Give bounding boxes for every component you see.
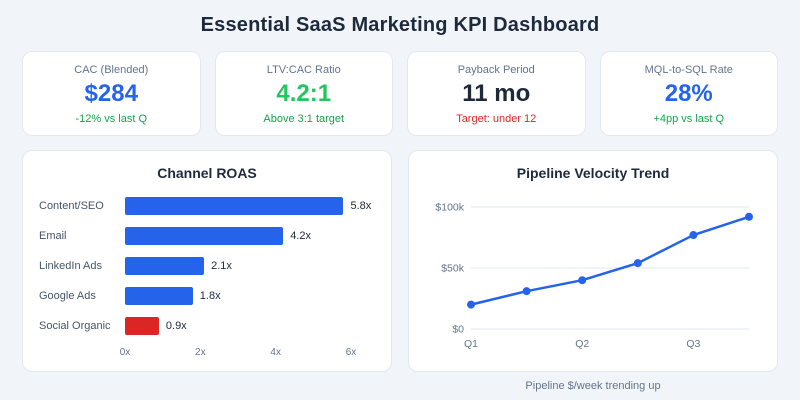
- x-tick: 4x: [270, 347, 281, 359]
- x-tick: 6x: [345, 347, 357, 359]
- pipeline-caption: Pipeline $/week trending up: [525, 380, 661, 393]
- bar-label: Email: [39, 230, 67, 243]
- svg-text:$0: $0: [452, 324, 464, 336]
- roas-bar: [125, 227, 284, 246]
- kpi-card-payback: Payback Period 11 mo Target: under 12: [407, 51, 586, 137]
- kpi-value: 28%: [664, 80, 713, 107]
- pipeline-section: Pipeline Velocity Trend $0 $50k $100k Q1 Q2 Q…: [408, 150, 778, 392]
- charts-row: Channel ROAS Content/SEO 5.8x Email 4.2x: [22, 150, 778, 392]
- kpi-card-cac: CAC (Blended) $284 -12% vs last Q: [22, 51, 201, 137]
- pipeline-chart-title: Pipeline Velocity Trend: [516, 165, 670, 182]
- bar-zone: 5.8x: [125, 197, 371, 216]
- svg-text:$50k: $50k: [441, 263, 465, 275]
- bar-label: Google Ads: [39, 290, 96, 303]
- kpi-label: MQL-to-SQL Rate: [644, 64, 733, 76]
- roas-bar: [125, 287, 193, 306]
- bar-row: Email 4.2x: [39, 223, 375, 249]
- kpi-card-ltv-cac: LTV:CAC Ratio 4.2:1 Above 3:1 target: [214, 51, 393, 137]
- kpi-label: LTV:CAC Ratio: [266, 64, 341, 76]
- pipeline-chart-svg: $0 $50k $100k Q1 Q2 Q3: [435, 202, 753, 350]
- roas-bar-value: 4.2x: [290, 230, 311, 243]
- roas-bar-value: 5.8x: [350, 200, 372, 213]
- roas-chart-title: Channel ROAS: [157, 165, 257, 182]
- roas-bar: [125, 257, 205, 276]
- roas-bar: [125, 197, 344, 216]
- roas-section: Channel ROAS Content/SEO 5.8x Email 4.2x: [22, 150, 392, 373]
- bar-label: Social Organic: [39, 320, 111, 333]
- svg-text:Q2: Q2: [575, 338, 589, 350]
- kpi-row: CAC (Blended) $284 -12% vs last Q LTV:CA…: [22, 51, 778, 137]
- roas-bar-value: 0.9x: [165, 320, 187, 333]
- svg-text:Q3: Q3: [686, 338, 700, 350]
- roas-bar-value: 2.1x: [211, 260, 232, 273]
- kpi-delta: +4pp vs last Q: [653, 113, 725, 126]
- roas-bar-value: 1.8x: [199, 290, 221, 303]
- kpi-value: $284: [84, 80, 138, 107]
- svg-text:$100k: $100k: [435, 202, 464, 214]
- bar-label: Content/SEO: [39, 200, 104, 213]
- bar-row: LinkedIn Ads 2.1x: [39, 253, 375, 279]
- svg-text:Q1: Q1: [464, 338, 478, 350]
- roas-x-axis: 0x 2x 4x 6x: [120, 347, 357, 361]
- bar-zone: 4.2x: [125, 227, 351, 246]
- x-tick: 0x: [119, 347, 131, 359]
- kpi-delta: Target: under 12: [456, 113, 537, 126]
- kpi-delta: Above 3:1 target: [263, 113, 345, 126]
- kpi-label: CAC (Blended): [74, 64, 149, 76]
- bar-row: Social Organic 0.9x: [39, 313, 375, 339]
- bar-row: Google Ads 1.8x: [39, 283, 375, 309]
- bar-zone: 1.8x: [125, 287, 351, 306]
- pipeline-panel: Pipeline Velocity Trend $0 $50k $100k Q1 Q2 Q…: [408, 150, 778, 373]
- kpi-label: Payback Period: [457, 64, 535, 76]
- roas-panel: Channel ROAS Content/SEO 5.8x Email 4.2x: [22, 150, 392, 373]
- bar-row: Content/SEO 5.8x: [39, 193, 375, 219]
- page-title: Essential SaaS Marketing KPI Dashboard: [200, 14, 600, 36]
- bar-zone: 0.9x: [125, 317, 351, 336]
- roas-bar: [125, 317, 159, 336]
- kpi-value: 4.2:1: [276, 80, 332, 107]
- bar-zone: 2.1x: [125, 257, 351, 276]
- x-tick: 2x: [195, 347, 206, 359]
- bar-label: LinkedIn Ads: [39, 260, 102, 273]
- kpi-delta: -12% vs last Q: [75, 113, 148, 126]
- kpi-card-mql-sql: MQL-to-SQL Rate 28% +4pp vs last Q: [599, 51, 778, 137]
- kpi-value: 11 mo: [462, 80, 531, 107]
